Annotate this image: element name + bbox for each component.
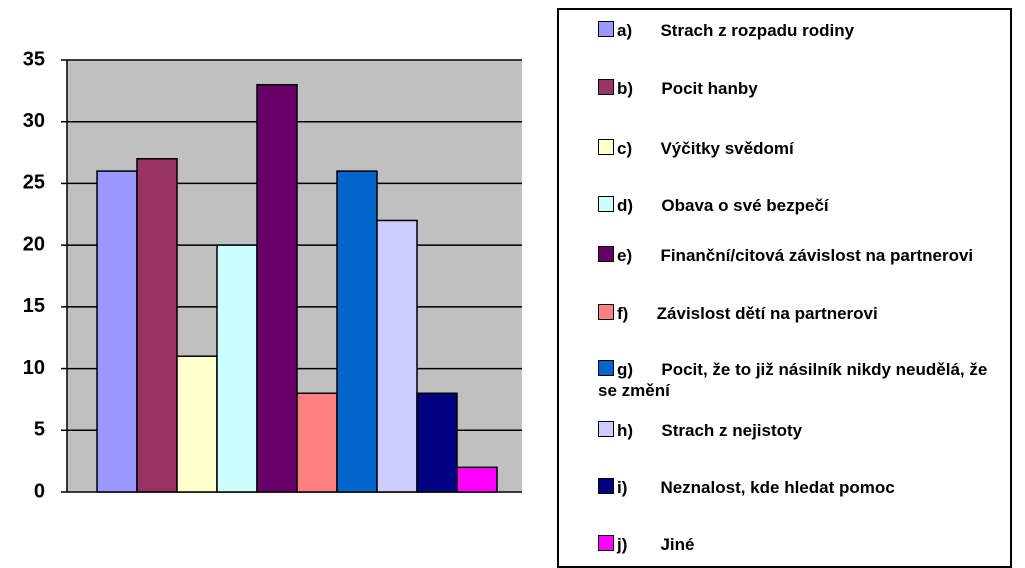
legend-label: d) Obava o své bezpečí (617, 196, 829, 215)
bar (336, 170, 378, 493)
y-tick-label: 5 (34, 419, 45, 441)
legend-swatch (598, 196, 614, 212)
bar (376, 219, 418, 493)
legend-entry: j) Jiné (598, 534, 998, 555)
y-tick-label: 30 (23, 110, 45, 132)
legend-label: c) Výčitky svědomí (617, 139, 794, 158)
bar (216, 244, 258, 493)
legend-swatch (598, 304, 614, 320)
bar (256, 83, 298, 493)
legend-label: b) Pocit hanby (617, 79, 758, 98)
bar (456, 466, 498, 493)
y-tick-label: 25 (23, 172, 45, 194)
legend-label: i) Neznalost, kde hledat pomoc (617, 478, 895, 497)
legend-label: j) Jiné (617, 535, 695, 554)
legend-label: a) Strach z rozpadu rodiny (617, 21, 855, 40)
legend-label: h) Strach z nejistoty (617, 421, 803, 440)
legend-swatch (598, 21, 614, 37)
legend-label: f) Závislost dětí na partnerovi (617, 304, 878, 323)
bar (96, 170, 138, 493)
legend-entry: d) Obava o své bezpečí (598, 195, 998, 216)
legend-swatch (598, 246, 614, 262)
legend-swatch (598, 478, 614, 494)
legend-swatch (598, 79, 614, 95)
legend-entry: e) Finanční/citová závislost na partnero… (598, 245, 998, 266)
bar (416, 392, 458, 493)
legend-swatch (598, 360, 614, 376)
bar (176, 355, 218, 493)
legend-entry: g) Pocit, že to již násilník nikdy neudě… (598, 359, 998, 401)
legend-label: g) Pocit, že to již násilník nikdy neudě… (598, 360, 993, 400)
y-tick-label: 10 (23, 357, 45, 379)
y-tick-label: 0 (34, 480, 45, 502)
bar (296, 392, 338, 493)
y-tick-label: 20 (23, 233, 45, 255)
legend-entry: b) Pocit hanby (598, 78, 998, 99)
y-tick-label: 15 (23, 295, 45, 317)
legend-entry: h) Strach z nejistoty (598, 420, 998, 441)
legend-swatch (598, 421, 614, 437)
chart: 0 5 10 15 20 25 30 35 (23, 48, 522, 502)
legend-entry: f) Závislost dětí na partnerovi (598, 303, 998, 324)
legend-swatch (598, 139, 614, 155)
legend-label: e) Finanční/citová závislost na partnero… (617, 246, 974, 265)
legend-entry: c) Výčitky svědomí (598, 138, 998, 159)
bar (136, 157, 178, 493)
y-tick-label: 35 (23, 48, 45, 70)
legend-swatch (598, 535, 614, 551)
legend-entry: a) Strach z rozpadu rodiny (598, 20, 998, 41)
legend-entry: i) Neznalost, kde hledat pomoc (598, 477, 998, 498)
